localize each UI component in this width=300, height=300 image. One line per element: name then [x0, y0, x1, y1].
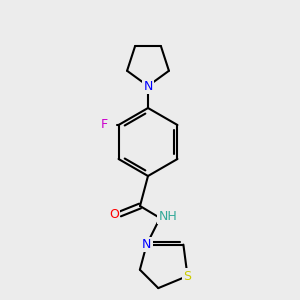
Text: S: S: [184, 269, 191, 283]
Text: F: F: [101, 118, 108, 131]
Text: N: N: [142, 238, 151, 251]
Text: N: N: [143, 80, 153, 92]
Text: NH: NH: [159, 209, 177, 223]
Text: O: O: [109, 208, 119, 220]
